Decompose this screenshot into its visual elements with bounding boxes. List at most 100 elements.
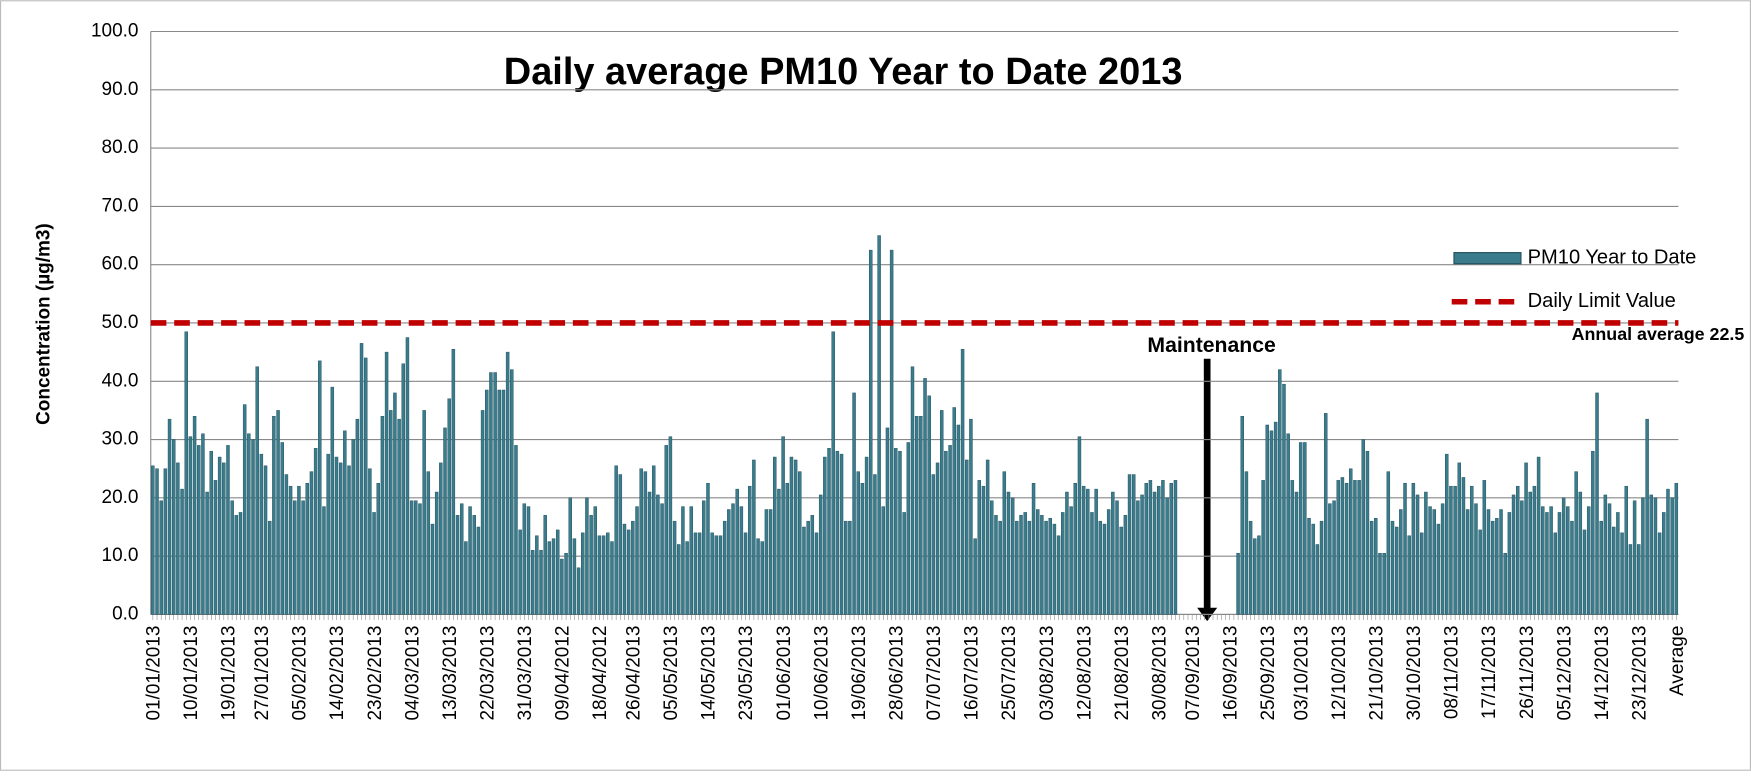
bar	[430, 523, 435, 615]
bar	[1407, 535, 1411, 615]
bar	[1532, 485, 1537, 615]
bar	[472, 515, 476, 615]
bar	[668, 436, 673, 615]
bar	[1486, 509, 1491, 615]
bar	[1365, 450, 1370, 615]
bar	[293, 500, 297, 615]
bar	[1248, 520, 1253, 615]
bar	[163, 468, 168, 615]
bar	[785, 483, 790, 615]
y-tick-label: 70.0	[102, 195, 139, 216]
x-tick-label: 25/07/2013	[999, 626, 1020, 721]
bar	[159, 500, 163, 615]
bar	[956, 424, 961, 615]
x-tick-label: 23/05/2013	[736, 626, 757, 721]
bar	[1582, 529, 1587, 615]
bar	[1144, 483, 1148, 615]
bar	[389, 410, 393, 615]
bar	[1253, 538, 1257, 615]
bar	[889, 249, 894, 615]
bar	[363, 357, 368, 615]
legend-swatch	[1453, 252, 1522, 265]
bar	[1374, 518, 1378, 615]
bar	[706, 483, 710, 615]
bar	[589, 515, 593, 615]
bar	[1240, 416, 1244, 615]
annual-average-label: Annual average 22.5	[1572, 324, 1745, 344]
bar	[376, 483, 380, 615]
bar	[656, 494, 660, 615]
bar	[1515, 485, 1520, 615]
bar	[501, 389, 506, 615]
bar	[1102, 523, 1107, 615]
bar	[869, 249, 873, 615]
bar	[1390, 520, 1395, 615]
bar	[242, 404, 247, 615]
bar	[451, 348, 456, 615]
bar	[1086, 488, 1090, 615]
bar	[1098, 520, 1103, 615]
bar	[171, 439, 176, 615]
legend-label: PM10 Year to Date	[1528, 247, 1697, 269]
x-tick-label: 03/08/2013	[1037, 626, 1058, 721]
bar	[944, 450, 948, 615]
bar	[1645, 418, 1649, 615]
bar	[1115, 500, 1119, 615]
bar	[297, 485, 301, 615]
bar	[226, 445, 230, 615]
bar	[672, 520, 677, 615]
bar	[914, 416, 919, 615]
bar	[1077, 436, 1082, 615]
bar	[952, 407, 956, 615]
bar	[898, 450, 902, 615]
bar	[176, 462, 180, 615]
bar	[192, 416, 197, 615]
bar	[343, 430, 347, 615]
bar	[614, 465, 618, 615]
bar	[606, 532, 610, 615]
bar	[877, 235, 881, 615]
bar	[505, 351, 510, 615]
bar	[514, 445, 518, 615]
bar	[622, 523, 627, 615]
bar	[1616, 512, 1620, 615]
bar	[1591, 450, 1595, 615]
bar	[551, 538, 556, 615]
bar	[543, 515, 547, 615]
bar	[1127, 474, 1132, 615]
x-tick-label: 05/12/2013	[1554, 626, 1575, 721]
bar	[685, 541, 689, 615]
bar	[777, 488, 781, 615]
maintenance-label: Maintenance	[1147, 334, 1276, 357]
bar	[585, 497, 589, 615]
bar	[910, 366, 915, 615]
bar	[443, 427, 447, 615]
bar	[1257, 535, 1261, 615]
bar	[931, 474, 936, 615]
bar	[1282, 383, 1286, 615]
legend-label: Daily Limit Value	[1528, 290, 1676, 312]
bar	[380, 416, 385, 615]
bar	[447, 398, 451, 615]
bar	[1031, 483, 1036, 615]
bar	[372, 512, 376, 615]
bar	[1603, 494, 1608, 615]
bar	[510, 369, 514, 615]
x-tick-label: 17/11/2013	[1479, 626, 1500, 720]
bar	[1653, 497, 1658, 615]
bar	[664, 445, 668, 615]
bar	[610, 541, 614, 615]
bar	[597, 535, 602, 615]
bar	[647, 491, 652, 615]
bar	[489, 372, 493, 615]
bar	[1474, 503, 1478, 615]
bar	[1394, 526, 1399, 615]
bar	[977, 480, 982, 615]
bar	[334, 456, 339, 615]
bar	[1040, 515, 1044, 615]
bar	[1511, 494, 1516, 615]
bar	[213, 480, 218, 615]
bar	[1440, 503, 1445, 615]
bar	[280, 442, 284, 615]
bar	[773, 456, 777, 615]
